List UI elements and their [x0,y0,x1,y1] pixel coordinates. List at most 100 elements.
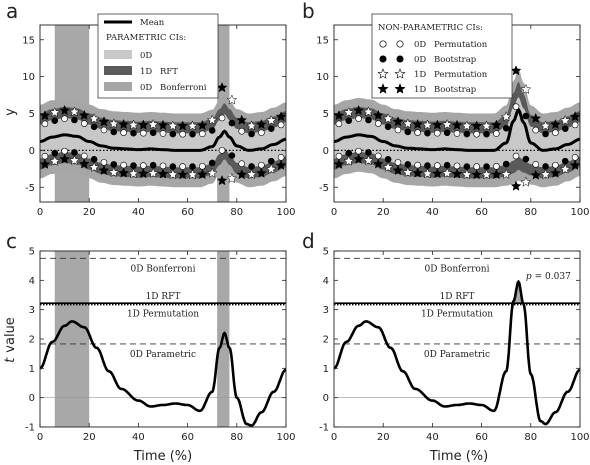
ci-star-marker [246,120,257,131]
ci-star-marker [333,110,345,121]
p-value: = 0.037 [535,272,571,282]
legend-b-item-0-label: Permutation [434,40,488,50]
ci-star-marker [422,168,433,179]
x-tick-label: 20 [377,207,390,218]
ci-circle-marker [218,147,226,154]
ci-circle-marker [159,130,167,137]
ci-star-marker [206,167,218,178]
ci-star-marker [216,82,228,93]
ci-circle-marker [443,161,451,169]
p-value-label: p = 0.037 [526,272,571,282]
x-tick-label: 60 [475,207,488,218]
y-tick-label: 5 [323,109,329,120]
legend-a-mean-label: Mean [140,18,165,28]
ci-star-marker [510,65,522,76]
ci-star-marker [530,112,542,124]
ci-circle-marker [335,120,343,128]
x-tick-label: 20 [377,432,390,443]
ci-circle-marker [130,129,137,137]
legend-b-marker-circle [379,40,387,48]
ci-star-marker [353,104,365,116]
ci-star-marker [363,106,374,117]
legend-a-item-2-tag: 0D [140,83,152,93]
ci-circle-marker [522,112,530,120]
ci-circle-marker [552,129,559,136]
ci-circle-marker [100,126,108,134]
ci-circle-marker [120,129,127,136]
ci-circle-marker [345,149,353,157]
ci-circle-marker [404,128,412,136]
ci-circle-marker [374,152,382,160]
ci-star-marker [206,114,218,125]
ci-star-marker [372,158,384,169]
ci-circle-marker [374,120,382,127]
ci-circle-marker [189,163,196,170]
ci-circle-marker [473,163,480,170]
ci-circle-marker [384,155,392,163]
x-tick-label: 80 [524,432,537,443]
ci-circle-marker [228,119,236,127]
ci-circle-marker [414,129,421,136]
ci-circle-marker [522,155,530,163]
y-tick-label: 10 [316,72,329,83]
ci-star-marker [363,154,374,166]
t-curve [333,279,581,426]
legend-b-marker-star [377,83,389,94]
y-tick-label: 0 [323,393,329,404]
legend-a-item-2-label: Bonferroni [160,83,207,93]
ci-star-marker [500,111,512,122]
label-bonferroni: 0D Bonferroni [131,264,196,274]
ci-star-marker [569,111,581,122]
ci-star-marker [333,158,345,169]
panel-a-chart: 0 20 40 60 80 100 -5 0 5 10 15 [22,24,296,218]
ci-circle-marker [169,130,177,138]
ci-circle-marker [483,130,490,138]
ci-circle-marker [61,147,68,155]
ci-star-marker [540,168,551,180]
significant-region [54,251,90,427]
legend-b-marker-star [394,83,406,94]
ci-star-marker [441,167,453,178]
ci-circle-marker [335,152,343,160]
ci-star-marker [540,120,551,131]
ci-circle-marker [149,161,157,169]
ci-star-marker [471,120,483,131]
ci-circle-marker [208,159,216,167]
x-tick-label: 0 [37,207,43,218]
ci-circle-marker [51,117,59,124]
ci-circle-marker [434,129,441,137]
ci-star-marker [137,168,149,179]
ci-circle-marker [41,152,49,160]
ci-star-marker [343,155,355,166]
ci-circle-marker [483,163,490,170]
ci-circle-marker [463,130,471,138]
ci-star-marker [246,168,257,180]
ci-star-marker [441,118,453,130]
ci-circle-marker [552,161,559,169]
x-tick-label: 40 [426,207,439,218]
ci-star-marker [471,169,483,180]
ci-circle-marker [228,152,236,159]
ci-star-marker [431,119,443,130]
x-tick-label: 0 [37,432,43,443]
ci-circle-marker [169,163,177,170]
legend-b-item-1-tag: 0D [414,55,426,65]
x-tick-label: 0 [331,432,337,443]
y-tick-label: 5 [29,109,35,120]
x-tick-label: 0 [331,207,337,218]
ci-star-marker [69,106,80,117]
ci-star-marker [520,176,532,187]
ci-circle-marker [100,159,108,166]
ci-star-marker [108,118,120,129]
ci-star-marker [275,159,287,171]
x-tick-label: 80 [524,207,537,218]
ci-star-marker [431,168,443,179]
ci-circle-marker [267,157,275,165]
ci-circle-marker [345,117,353,124]
x-tick-label: 80 [230,432,243,443]
ci-circle-marker [404,161,412,168]
ci-circle-marker [532,126,540,134]
ci-star-marker [275,111,287,122]
ci-star-marker [236,114,248,125]
ci-star-marker [461,120,473,131]
